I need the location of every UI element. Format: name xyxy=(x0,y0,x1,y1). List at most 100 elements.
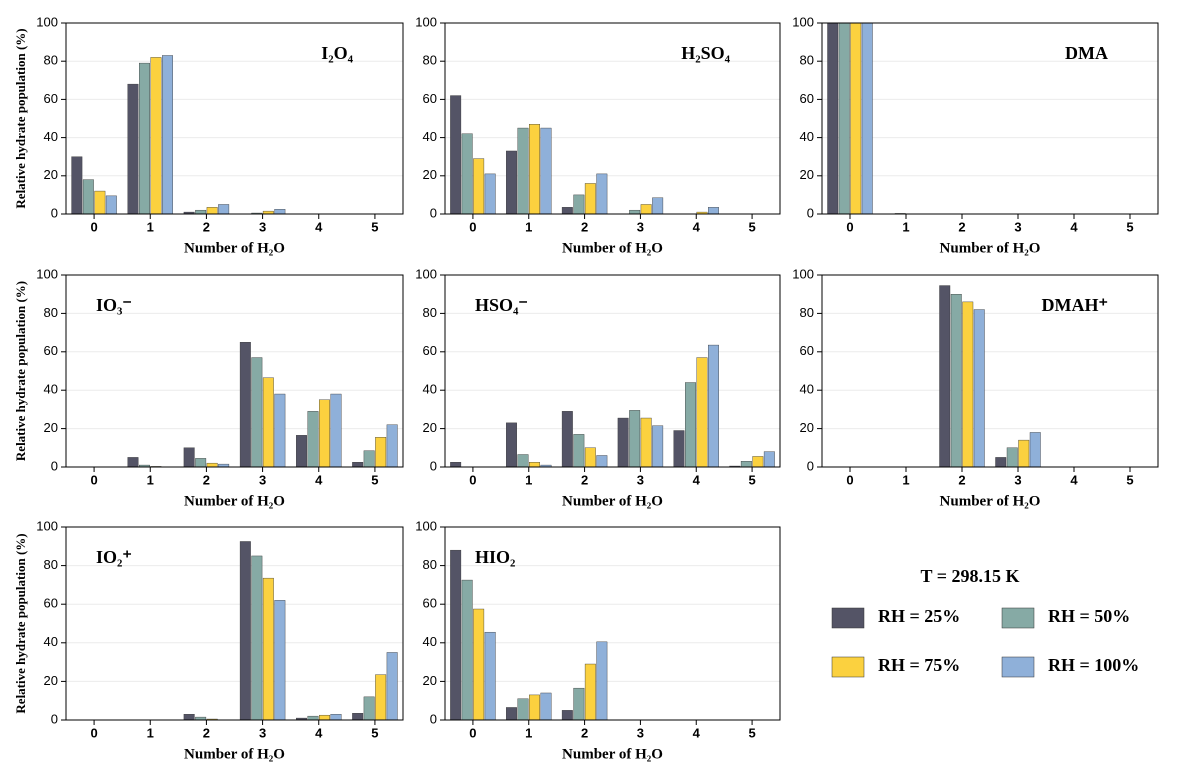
x-tick-label: 2 xyxy=(581,219,588,234)
bar xyxy=(573,434,585,468)
y-tick-label: 100 xyxy=(36,518,58,533)
x-tick-label: 4 xyxy=(693,219,701,234)
bar xyxy=(296,435,307,468)
bar xyxy=(617,417,629,468)
y-tick-label: 100 xyxy=(792,14,814,29)
x-tick-label: 1 xyxy=(147,725,154,740)
x-tick-label: 3 xyxy=(637,472,644,487)
bar xyxy=(183,447,195,468)
bar xyxy=(962,301,974,468)
panel-title: HIO₂ xyxy=(475,547,515,567)
y-tick-label: 60 xyxy=(800,91,814,106)
bar xyxy=(473,158,485,215)
y-tick-label: 60 xyxy=(44,91,58,106)
x-tick-label: 5 xyxy=(371,472,378,487)
x-axis-label: Number of H₂O xyxy=(940,493,1041,509)
bar xyxy=(573,194,585,215)
x-axis-label: Number of H₂O xyxy=(184,240,285,256)
y-tick-label: 80 xyxy=(423,53,437,68)
bar xyxy=(763,451,775,468)
y-tick-label: 80 xyxy=(44,557,58,572)
y-tick-label: 20 xyxy=(44,167,58,182)
x-tick-label: 4 xyxy=(315,472,323,487)
x-tick-label: 4 xyxy=(1070,219,1078,234)
bar xyxy=(1006,447,1018,468)
panel-title: I₂O₄ xyxy=(321,43,353,63)
bar xyxy=(708,207,719,215)
x-tick-label: 3 xyxy=(1014,472,1021,487)
bar xyxy=(652,425,664,468)
y-tick-label: 40 xyxy=(423,382,437,397)
bar xyxy=(274,209,286,215)
bar xyxy=(239,342,251,468)
bar xyxy=(584,447,596,468)
y-tick-label: 40 xyxy=(423,129,437,144)
bar xyxy=(218,204,230,215)
bar xyxy=(363,696,375,721)
bar xyxy=(673,430,685,468)
y-tick-label: 20 xyxy=(44,673,58,688)
x-tick-label: 0 xyxy=(90,219,97,234)
bar xyxy=(561,207,573,215)
bar xyxy=(94,190,106,215)
bar xyxy=(473,608,485,721)
panel-title: IO₂⁺ xyxy=(96,547,132,567)
x-tick-label: 0 xyxy=(846,472,853,487)
plot-frame xyxy=(821,274,1159,468)
x-tick-label: 1 xyxy=(147,219,154,234)
x-tick-label: 0 xyxy=(469,219,476,234)
y-tick-label: 40 xyxy=(800,382,814,397)
bar xyxy=(183,714,195,721)
x-axis-label: Number of H₂O xyxy=(562,493,663,509)
bar xyxy=(973,309,985,468)
bar xyxy=(71,156,83,215)
panel-title: HSO₄⁻ xyxy=(475,295,528,315)
x-tick-label: 2 xyxy=(958,472,965,487)
y-tick-label: 40 xyxy=(44,382,58,397)
panel-title: DMAH⁺ xyxy=(1042,295,1109,315)
x-tick-label: 0 xyxy=(469,725,476,740)
bar xyxy=(861,22,873,215)
bar xyxy=(307,411,319,468)
x-tick-label: 2 xyxy=(581,472,588,487)
y-tick-label: 20 xyxy=(423,167,437,182)
x-tick-label: 0 xyxy=(469,472,476,487)
legend-swatch xyxy=(1001,607,1035,629)
y-tick-label: 20 xyxy=(800,167,814,182)
y-tick-label: 0 xyxy=(430,205,437,220)
x-tick-label: 0 xyxy=(90,472,97,487)
bar xyxy=(1018,439,1030,468)
x-tick-label: 3 xyxy=(259,472,266,487)
x-axis-label: Number of H₂O xyxy=(562,746,663,762)
bar xyxy=(573,687,585,721)
x-axis-label: Number of H₂O xyxy=(184,493,285,509)
bar xyxy=(696,357,708,468)
y-tick-label: 60 xyxy=(44,343,58,358)
bar xyxy=(319,399,330,468)
plot-frame xyxy=(444,526,781,721)
legend-label: RH = 75% xyxy=(878,655,960,675)
y-tick-label: 20 xyxy=(44,420,58,435)
bar xyxy=(540,692,552,721)
bar xyxy=(82,179,94,215)
bar xyxy=(995,457,1007,468)
bar xyxy=(652,197,664,215)
bar xyxy=(330,714,342,721)
x-tick-label: 3 xyxy=(259,219,266,234)
y-tick-label: 40 xyxy=(423,634,437,649)
bar xyxy=(484,173,496,215)
y-tick-label: 0 xyxy=(51,458,58,473)
bar xyxy=(506,707,517,721)
bar xyxy=(584,183,596,215)
y-axis-label: Relative hydrate population (%) xyxy=(13,533,28,713)
bar xyxy=(386,424,398,468)
y-tick-label: 0 xyxy=(807,205,814,220)
x-tick-label: 1 xyxy=(525,472,532,487)
bar xyxy=(827,22,839,215)
bar xyxy=(352,462,364,468)
x-tick-label: 1 xyxy=(902,472,909,487)
plot-frame xyxy=(65,526,404,721)
x-tick-label: 2 xyxy=(203,219,210,234)
x-tick-label: 3 xyxy=(1014,219,1021,234)
